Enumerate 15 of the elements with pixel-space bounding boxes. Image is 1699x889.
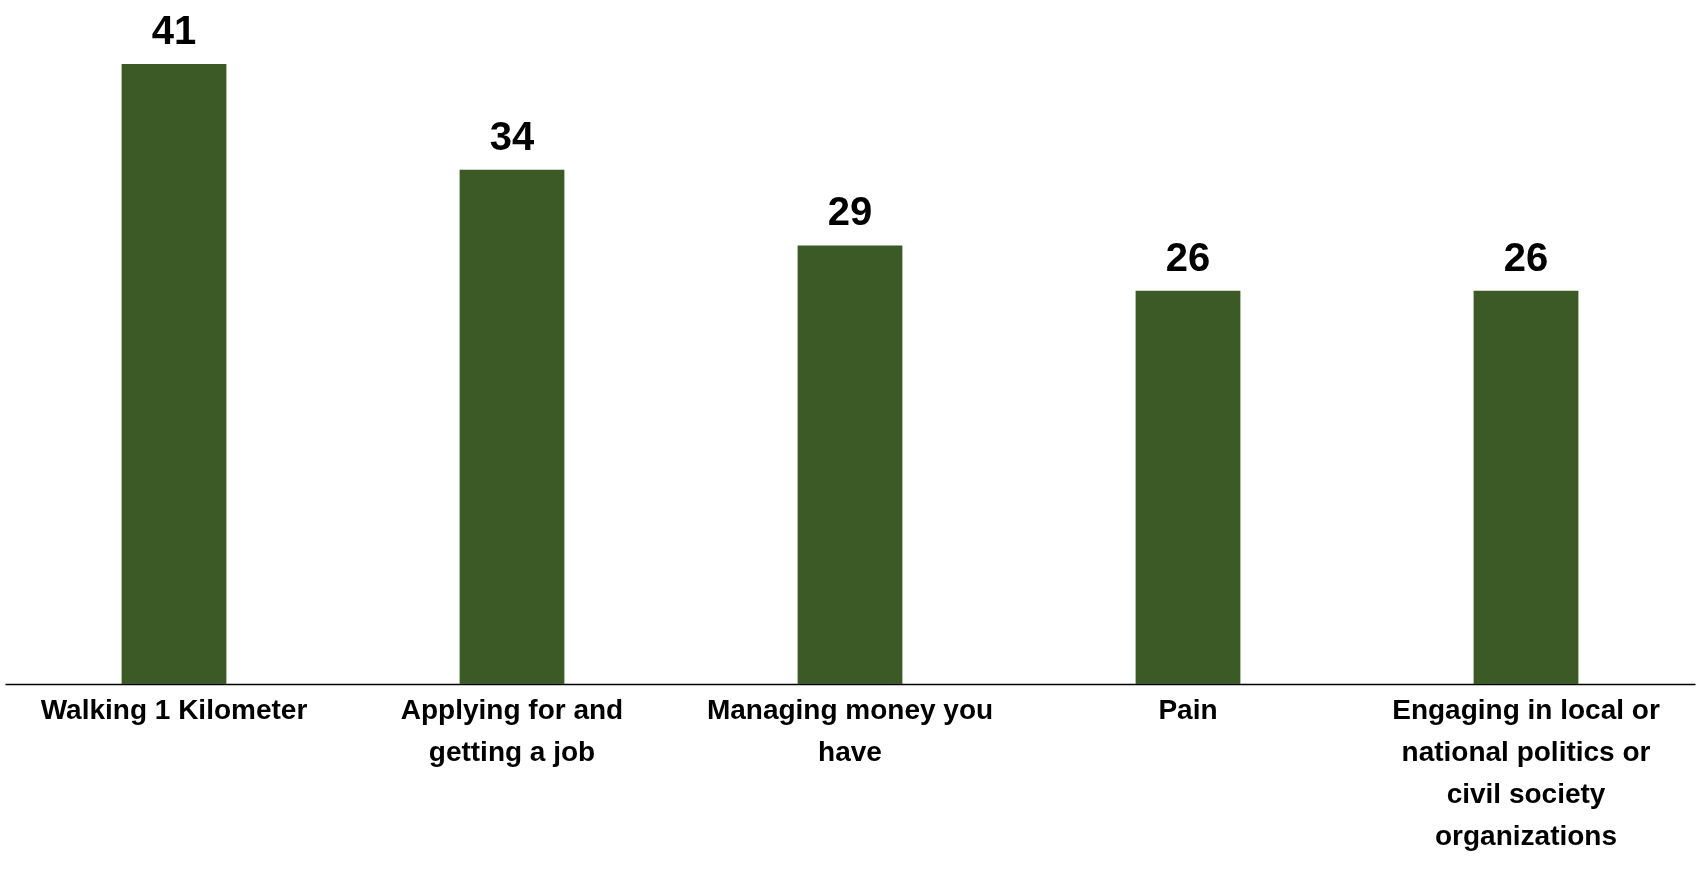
data-label: 34 — [489, 113, 535, 158]
data-label: 29 — [827, 189, 873, 234]
x-tick-label: Pain — [1158, 693, 1218, 725]
data-label: 26 — [1503, 234, 1549, 279]
x-tick-label: Walking 1 Kilometer — [40, 693, 308, 725]
x-tick-label: Applying for and getting a job — [400, 693, 624, 767]
bar — [1473, 290, 1579, 684]
bar — [459, 169, 565, 684]
x-tick-label: Managing money you have — [706, 693, 994, 767]
x-tick-label: Engaging in local or national politics or civil society organizations — [1392, 693, 1660, 851]
bar — [797, 245, 903, 684]
data-label: 41 — [151, 8, 197, 52]
bar — [1135, 290, 1241, 684]
bar — [121, 64, 227, 684]
data-label: 26 — [1165, 234, 1211, 279]
